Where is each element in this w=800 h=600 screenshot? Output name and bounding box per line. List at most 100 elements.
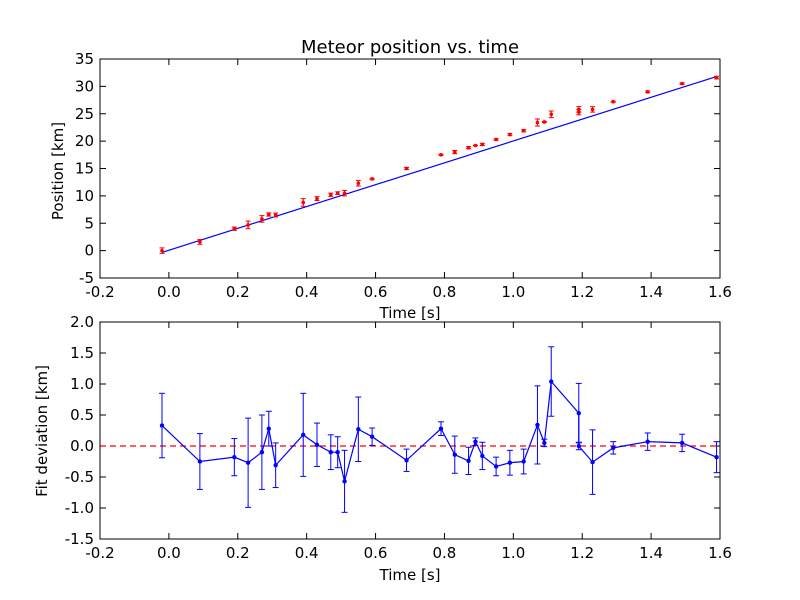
deviation-point [549, 379, 554, 384]
top-x-tick-label: 1.2 [570, 283, 594, 301]
bottom-y-tick-label: 1.5 [70, 344, 94, 362]
deviation-point [301, 432, 306, 438]
point-marker [590, 107, 595, 112]
point-marker [160, 248, 164, 253]
data-point [300, 198, 306, 207]
data-point [576, 106, 582, 113]
point-marker [315, 196, 319, 201]
data-point [266, 212, 272, 217]
data-point [521, 128, 527, 133]
top-x-axis-label: Time [s] [379, 304, 441, 322]
deviation-point [245, 460, 251, 465]
data-point [259, 215, 265, 223]
deviation-point [404, 458, 409, 463]
point-marker [549, 112, 554, 117]
data-point [314, 196, 320, 202]
bottom-plot-frame [99, 321, 721, 540]
top-x-tick-label: 0.2 [226, 283, 250, 301]
deviation-point [473, 439, 478, 444]
data-point [466, 145, 472, 150]
deviation-plot: -0.2 0.0 0.2 0.4 0.6 0.8 1.0 1.2 1.4 1.6 -1.5 -1.0 -… [65, 313, 732, 562]
bottom-y-tick-label: -1.5 [65, 530, 94, 548]
data-point [404, 166, 410, 171]
deviation-point [159, 423, 165, 428]
data-point [231, 226, 237, 231]
data-point [493, 137, 499, 142]
point-marker [260, 217, 264, 221]
top-x-tick-label: 1.0 [501, 283, 525, 301]
point-marker [535, 120, 540, 125]
deviation-point [535, 422, 540, 428]
top-y-tick-label: 5 [84, 214, 94, 232]
bottom-x-tick-label: -0.2 [85, 544, 114, 562]
deviation-point [590, 459, 595, 465]
bottom-x-tick-label: 1.2 [570, 544, 594, 562]
top-y-tick-label: 20 [75, 132, 94, 150]
top-x-tick-label: 0.4 [295, 283, 319, 301]
data-point [273, 212, 279, 218]
top-y-tick-label: -5 [79, 269, 94, 287]
data-point [472, 143, 478, 148]
top-y-tick-label: 15 [75, 160, 94, 178]
point-marker [680, 81, 684, 86]
top-y-tick-label: 25 [75, 105, 94, 123]
deviation-point [452, 452, 457, 457]
top-y-tick-label: 30 [75, 77, 94, 95]
deviation-point [714, 454, 719, 460]
bottom-y-tick-label: -0.5 [65, 468, 94, 486]
bottom-x-tick-label: 0.8 [433, 544, 457, 562]
data-point [438, 153, 444, 157]
bottom-x-tick-label: 0.2 [226, 544, 250, 562]
deviation-point [335, 450, 340, 455]
point-marker [521, 128, 526, 133]
deviation-point [342, 479, 347, 484]
point-marker [542, 120, 547, 124]
bottom-x-tick-label: 0.4 [295, 544, 319, 562]
top-chart-title: Meteor position vs. time [301, 37, 519, 58]
point-marker [480, 142, 485, 147]
deviation-point [611, 445, 616, 451]
data-point [645, 90, 651, 94]
point-marker [301, 200, 306, 205]
point-marker [198, 240, 202, 244]
data-point [534, 118, 540, 127]
deviation-point [493, 464, 499, 469]
top-x-tick-label: 0.6 [364, 283, 388, 301]
bottom-y-tick-label: 2.0 [70, 313, 94, 331]
data-point [679, 81, 685, 86]
deviation-point [328, 450, 333, 455]
top-plot-frame [99, 58, 721, 279]
deviation-point [232, 454, 237, 460]
data-point [197, 238, 203, 245]
deviation-point [369, 434, 375, 439]
point-marker [273, 213, 278, 217]
data-point [342, 189, 348, 197]
bottom-y-tick-label: 1.0 [70, 375, 94, 393]
point-marker [335, 191, 340, 195]
data-point [369, 177, 375, 181]
deviation-point [273, 463, 278, 468]
data-point [355, 180, 361, 187]
top-y-tick-label: 35 [75, 50, 94, 68]
position-plot: -0.2 0.0 0.2 0.4 0.6 0.8 1.0 1.2 1.4 1.6 -5 0 5 10 15 2… [75, 50, 732, 301]
top-x-tick-label: 1.6 [708, 283, 732, 301]
bottom-x-tick-label: 1.0 [501, 544, 525, 562]
bottom-y-tick-label: 0.0 [70, 437, 94, 455]
point-marker [714, 75, 719, 80]
data-point [548, 110, 554, 119]
point-marker [356, 181, 361, 186]
bottom-x-axis-label: Time [s] [379, 566, 441, 584]
top-x-tick-label: 1.4 [639, 283, 663, 301]
deviation-point [542, 440, 547, 446]
deviation-point [576, 443, 581, 449]
data-point [479, 142, 485, 147]
data-point [714, 75, 720, 80]
point-marker [404, 166, 409, 171]
data-point [335, 191, 341, 196]
top-y-tick-label: 10 [75, 187, 94, 205]
deviation-point [197, 459, 203, 464]
point-marker [508, 132, 512, 137]
point-marker [452, 150, 457, 154]
bottom-y-axis-label: Fit deviation [km] [33, 365, 51, 497]
point-marker [328, 192, 333, 197]
